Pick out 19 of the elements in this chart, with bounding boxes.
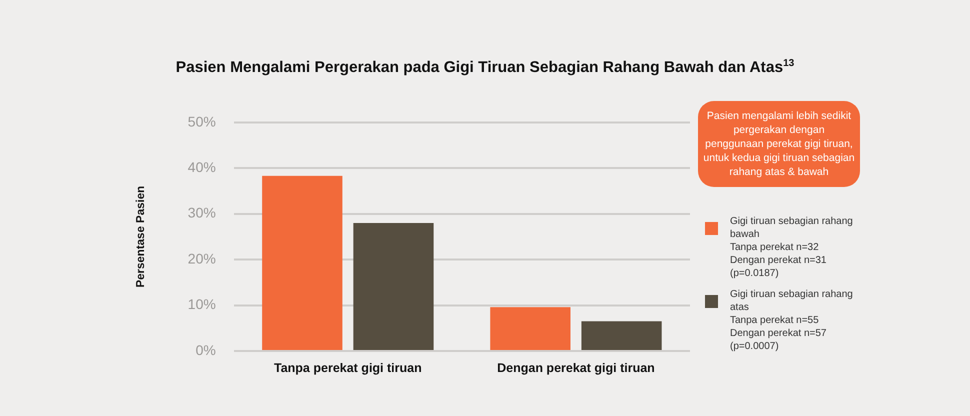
bar bbox=[353, 222, 434, 350]
text: Tanpa perekat n=32 Dengan perekat n=31 (p=0.0187) bbox=[730, 241, 828, 280]
y-tick-label: 40% bbox=[188, 158, 216, 175]
chart-title: Pasien Mengalami Pergerakan pada Gigi Tiruan Sebagian Rahang Bawah dan Atas$^{13}$ bbox=[174, 58, 796, 78]
y-tick-label: 0% bbox=[196, 342, 216, 358]
legend-label: Gigi tiruan sebagian rahang bawah bbox=[730, 215, 854, 241]
y-tick-label: 50% bbox=[188, 113, 216, 130]
y-tick-label: 10% bbox=[188, 296, 216, 312]
legend-label: Gigi tiruan sebagian rahang atas bbox=[730, 288, 854, 314]
x-tick-label: Dengan perekat gigi tiruan bbox=[497, 360, 655, 375]
text: Pasien mengalami lebih sedikit pergerakan dengan penggunaan perekat gigi tiruan, untuk kedua gigi tiruan sebagian rahang atas & bawah bbox=[698, 101, 860, 187]
text: Tanpa perekat n=55 Dengan perekat n=57 (p=0.0007) bbox=[730, 314, 828, 353]
y-axis-title: Persentase Pasien bbox=[135, 186, 148, 288]
bar bbox=[490, 307, 570, 350]
bar bbox=[262, 176, 342, 350]
x-tick-label: Tanpa perekat gigi tiruan bbox=[274, 360, 422, 375]
bar bbox=[581, 321, 662, 350]
y-tick-label: 20% bbox=[188, 250, 216, 266]
y-tick-label: 30% bbox=[188, 204, 216, 221]
